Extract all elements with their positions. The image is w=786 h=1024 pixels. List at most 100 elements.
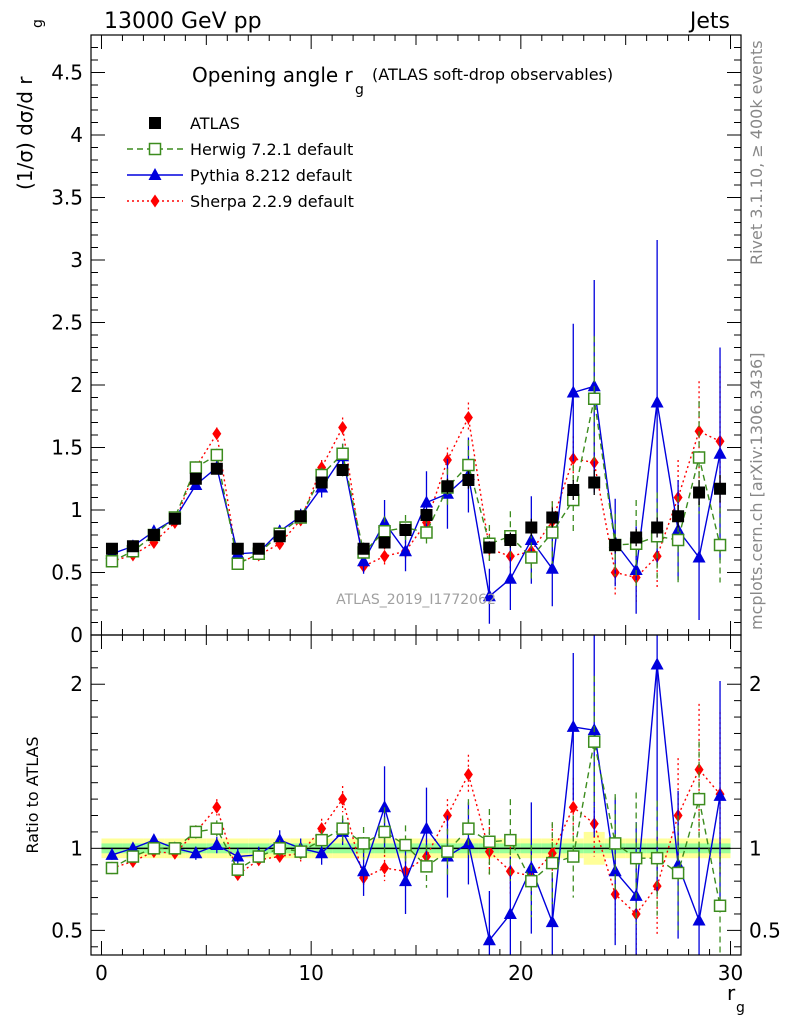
ratio-point-pythia	[713, 788, 727, 801]
ratio-frame	[90, 634, 742, 956]
main-point-atlas	[504, 534, 517, 546]
ratio-point-herwig	[315, 833, 328, 847]
main-point-atlas	[693, 486, 706, 499]
main-point-atlas	[630, 531, 643, 544]
main-point-atlas	[126, 540, 139, 553]
main-y-tick-label: 1	[70, 498, 83, 522]
main-point-pythia	[587, 379, 601, 392]
x-tick-label: 30	[718, 961, 743, 985]
main-point-sherpa	[463, 411, 473, 424]
ratio-point-pythia	[503, 906, 517, 919]
main-line-sherpa	[111, 415, 721, 579]
main-point-atlas	[420, 509, 433, 521]
ratio-y-tick-label: 1	[70, 836, 83, 860]
ratio-point-herwig	[357, 837, 370, 850]
ratio-point-pythia	[399, 874, 413, 887]
main-point-pythia	[650, 395, 664, 408]
ratio-point-sherpa	[463, 767, 473, 781]
main-point-herwig	[713, 538, 727, 552]
ratio-point-herwig	[587, 735, 601, 748]
main-point-atlas	[525, 521, 538, 534]
ratio-point-herwig	[378, 825, 391, 839]
ratio-point-herwig	[252, 850, 265, 863]
main-y-tick-label: 0.5	[51, 561, 83, 585]
ratio-point-herwig	[441, 845, 454, 858]
main-point-pythia	[524, 533, 538, 545]
main-point-sherpa	[380, 549, 390, 563]
main-point-pythia	[545, 561, 559, 574]
ratio-point-sherpa	[212, 800, 222, 814]
legend-label-pythia: Pythia 8.212 default	[190, 166, 352, 185]
main-point-atlas	[189, 472, 202, 485]
mcplots-label: mcplots.cern.ch [arXiv:1306.3436]	[747, 353, 766, 630]
legend: ATLAS Herwig 7.2.1 default Pythia 8.212 de…	[127, 114, 354, 211]
main-line-pythia	[111, 385, 721, 598]
main-point-atlas	[462, 474, 475, 486]
main-y-tick-label: 4.5	[51, 61, 83, 85]
plot-title-extra: (ATLAS soft-drop observables)	[372, 65, 613, 84]
main-point-atlas	[168, 512, 181, 525]
main-point-herwig	[525, 551, 538, 564]
main-point-pythia	[713, 446, 727, 459]
ratio-panel: 0.5 0.51 12 20 10 20 30 Ratio to ATLAS r g	[23, 634, 781, 1016]
ratio-point-sherpa	[338, 792, 348, 806]
legend-marker-atlas	[149, 117, 161, 129]
main-point-herwig	[587, 392, 601, 405]
ratio-y-tick-label: 2	[70, 672, 83, 696]
main-y-tick-label: 2.5	[51, 311, 83, 335]
main-y-tick-label: 0	[70, 623, 83, 647]
main-point-herwig	[462, 458, 475, 472]
ratio-y-tick-label: 0.5	[51, 918, 83, 942]
legend-label-herwig: Herwig 7.2.1 default	[190, 140, 353, 159]
ratio-point-herwig	[210, 822, 224, 835]
legend-marker-sherpa	[150, 194, 160, 208]
ratio-point-herwig	[462, 822, 475, 835]
ratio-point-herwig	[671, 866, 685, 880]
ratio-y-label: Ratio to ATLAS	[23, 736, 42, 853]
ratio-point-herwig	[525, 874, 538, 888]
main-point-atlas	[588, 476, 601, 489]
ratio-point-sherpa	[568, 800, 578, 814]
main-point-pythia	[566, 385, 580, 398]
main-point-atlas	[357, 542, 370, 555]
main-point-pythia	[419, 495, 433, 508]
main-point-pythia	[503, 571, 517, 584]
main-point-atlas	[714, 482, 727, 495]
main-point-atlas	[294, 510, 307, 523]
main-point-atlas	[336, 464, 349, 476]
ratio-y-tick-label-right: 0.5	[749, 918, 781, 942]
ratio-point-pythia	[378, 800, 392, 813]
main-point-herwig	[378, 525, 391, 538]
ratio-point-herwig	[147, 842, 161, 855]
ratio-line-herwig	[111, 741, 721, 906]
main-line-herwig	[111, 398, 721, 565]
main-point-herwig	[336, 447, 349, 460]
rivet-version-label: Rivet 3.1.10, ≥ 400k events	[747, 40, 766, 265]
ratio-point-pythia	[608, 864, 622, 877]
ratio-point-pythia	[482, 933, 496, 946]
main-y-tick-label: 4	[70, 123, 83, 147]
main-point-pythia	[629, 563, 643, 575]
ratio-y-tick-label-right: 1	[749, 836, 762, 860]
main-point-atlas	[672, 510, 685, 523]
main-point-atlas	[147, 529, 160, 541]
ratio-point-pythia	[545, 915, 559, 928]
ratio-point-pythia	[210, 838, 224, 851]
ratio-point-herwig	[650, 851, 664, 865]
main-point-atlas	[609, 539, 622, 551]
main-point-atlas	[252, 542, 265, 555]
main-point-atlas	[546, 511, 559, 524]
main-point-herwig	[105, 555, 119, 568]
x-tick-label: 10	[298, 961, 323, 985]
main-point-herwig	[420, 526, 433, 539]
ratio-point-herwig	[504, 833, 517, 847]
ratio-series-pythia	[105, 635, 727, 955]
ratio-point-pythia	[692, 913, 706, 926]
main-y-tick-label: 2	[70, 373, 83, 397]
main-point-atlas	[315, 476, 328, 489]
main-point-pythia	[399, 544, 413, 557]
main-point-atlas	[441, 480, 454, 493]
ratio-point-pythia	[231, 849, 245, 862]
main-point-herwig	[692, 451, 706, 464]
main-y-tick-label: 3	[70, 248, 83, 272]
